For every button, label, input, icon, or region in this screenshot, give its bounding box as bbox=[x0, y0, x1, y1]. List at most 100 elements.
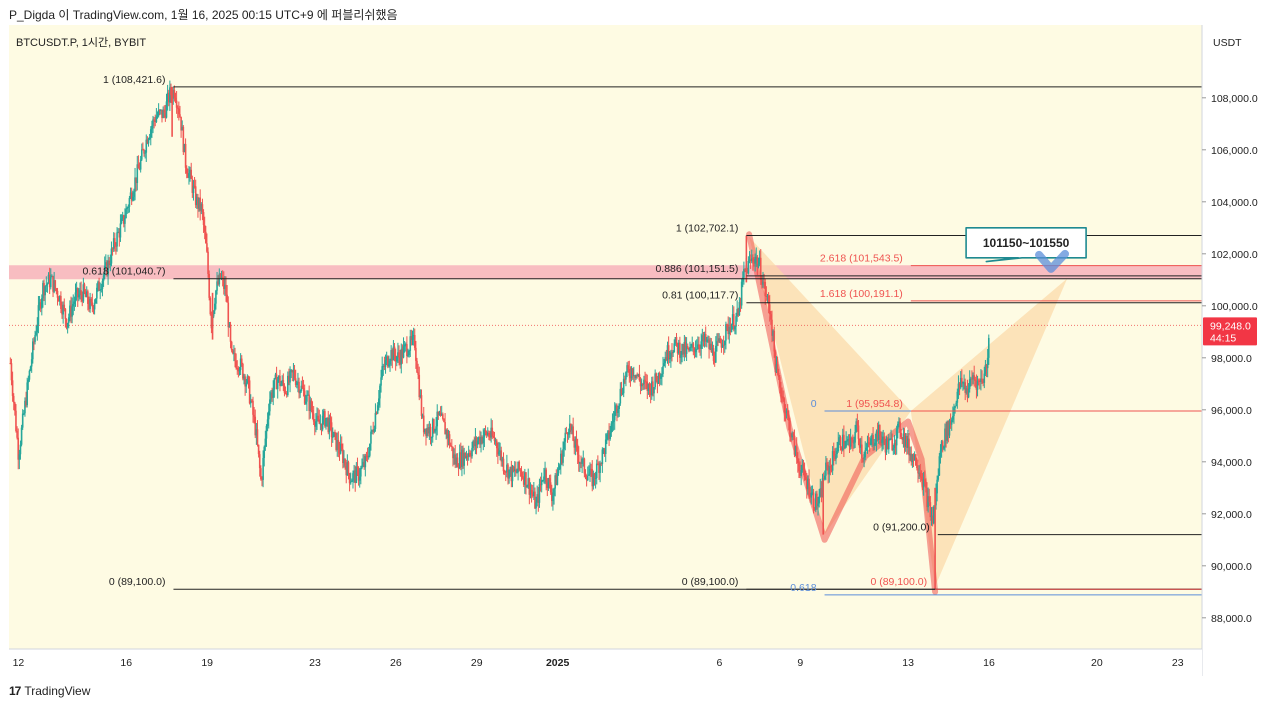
candle-body bbox=[671, 352, 673, 354]
candle-body bbox=[827, 464, 829, 475]
candle-body bbox=[220, 277, 223, 279]
candle-body bbox=[402, 346, 405, 358]
candle-body bbox=[655, 373, 658, 381]
candle-body bbox=[889, 438, 891, 441]
candle-body bbox=[237, 368, 240, 372]
candle-body bbox=[473, 440, 476, 447]
candle-body bbox=[189, 169, 191, 174]
candle-body bbox=[340, 443, 343, 450]
candle-body bbox=[372, 430, 374, 432]
fib-label-3: 1 (102,702.1) bbox=[676, 223, 738, 235]
candle-body bbox=[347, 462, 350, 474]
candle-body bbox=[418, 374, 421, 398]
candle-body bbox=[941, 441, 944, 449]
price-scale[interactable] bbox=[1202, 25, 1274, 676]
candle-body bbox=[921, 477, 924, 488]
candle-body bbox=[935, 493, 937, 506]
candle-body bbox=[549, 482, 552, 493]
candle-body bbox=[610, 423, 613, 433]
candle-body bbox=[115, 245, 117, 247]
candle-body bbox=[254, 416, 257, 436]
tradingview-logo[interactable]: 17 TradingView bbox=[9, 684, 90, 698]
candle-body bbox=[140, 149, 143, 160]
candle-body bbox=[354, 470, 357, 483]
candle-body bbox=[973, 375, 975, 380]
candle-body bbox=[568, 423, 571, 433]
candle-body bbox=[9, 363, 12, 364]
candle-body bbox=[519, 469, 522, 471]
fib-label-8: 1 (95,954.8) bbox=[846, 398, 903, 410]
price-chart[interactable]: 1 (108,421.6) 0.618 (101,040.7) 0 (89,100.… bbox=[9, 25, 1274, 676]
candle-body bbox=[641, 384, 644, 386]
candle-body bbox=[502, 458, 505, 472]
candle-body bbox=[343, 458, 345, 464]
candle-body bbox=[125, 209, 127, 219]
candle-body bbox=[225, 284, 227, 295]
candle-body bbox=[381, 366, 383, 378]
candle-body bbox=[12, 395, 15, 403]
candle-body bbox=[702, 335, 705, 342]
candle-body bbox=[400, 348, 403, 365]
candle-body bbox=[483, 430, 486, 438]
candle-body bbox=[127, 206, 130, 208]
candle-body bbox=[335, 432, 337, 450]
candle-body bbox=[485, 431, 488, 436]
candle-body bbox=[595, 463, 598, 478]
candle-body bbox=[511, 466, 514, 482]
candle-body bbox=[43, 283, 45, 296]
time-scale[interactable] bbox=[9, 649, 1202, 676]
candle-body bbox=[731, 314, 734, 325]
candle-body bbox=[913, 454, 916, 461]
candle-body bbox=[685, 346, 688, 354]
candle-body bbox=[975, 380, 978, 390]
candle-body bbox=[553, 488, 555, 496]
candle-body bbox=[29, 366, 32, 371]
pattern-triangle-left bbox=[749, 236, 911, 535]
candle-body bbox=[280, 383, 282, 386]
chart-frame[interactable]: 1 (108,421.6) 0.618 (101,040.7) 0 (89,100.… bbox=[9, 25, 1274, 676]
candle-body bbox=[73, 301, 76, 304]
candle-body bbox=[953, 408, 955, 417]
candle-body bbox=[227, 302, 230, 328]
candle-body bbox=[838, 437, 841, 442]
candle-body bbox=[262, 458, 264, 480]
candle-body bbox=[281, 380, 283, 384]
candle-body bbox=[58, 296, 61, 302]
candle-body bbox=[559, 453, 562, 466]
candle-body bbox=[424, 428, 426, 433]
candle-body bbox=[394, 355, 397, 362]
candle-body bbox=[444, 422, 446, 435]
candle-body bbox=[401, 348, 404, 358]
candle-body bbox=[954, 406, 956, 409]
candle-body bbox=[222, 277, 225, 289]
candle-body bbox=[427, 427, 430, 434]
candle-body bbox=[739, 302, 742, 306]
y-axis-unit[interactable]: USDT bbox=[1213, 37, 1242, 49]
candle-body bbox=[644, 379, 646, 382]
candle-body bbox=[900, 432, 902, 438]
candle-body bbox=[914, 454, 917, 466]
candle-body bbox=[977, 380, 980, 382]
candle-body bbox=[754, 258, 756, 264]
candle-body bbox=[804, 476, 807, 481]
candle-body bbox=[330, 422, 333, 438]
candle-body bbox=[873, 444, 876, 446]
candle-body bbox=[984, 364, 987, 374]
candle-body bbox=[875, 431, 878, 443]
candle-body bbox=[907, 438, 909, 448]
candle-body bbox=[640, 384, 643, 387]
candle-body bbox=[152, 119, 154, 126]
candle-body bbox=[169, 87, 171, 103]
candle-body bbox=[701, 335, 704, 342]
candle-body bbox=[536, 494, 539, 503]
candle-body bbox=[771, 319, 773, 336]
candle-body bbox=[766, 295, 769, 297]
candle-body bbox=[42, 283, 44, 299]
candle-body bbox=[747, 260, 750, 274]
candle-body bbox=[659, 375, 662, 379]
candle-body bbox=[35, 332, 37, 336]
candle-body bbox=[421, 415, 424, 417]
pattern-triangle-right bbox=[910, 278, 1068, 587]
y-tick-label: 104,000.0 bbox=[1211, 197, 1258, 209]
candle-body bbox=[471, 447, 473, 457]
